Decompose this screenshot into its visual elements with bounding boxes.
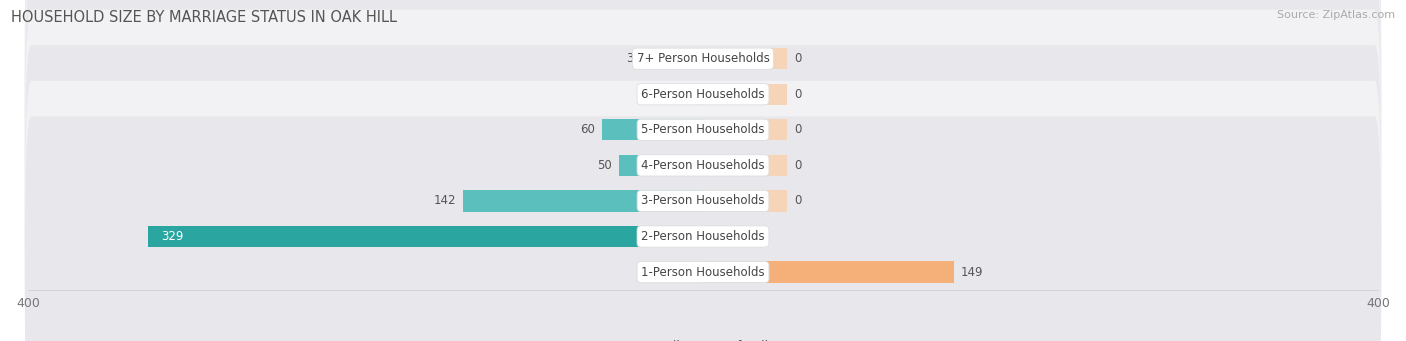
Bar [619,155,703,176]
FancyBboxPatch shape [25,81,1381,341]
Text: 3-Person Households: 3-Person Households [641,194,765,207]
FancyBboxPatch shape [25,0,1381,214]
Text: 50: 50 [598,159,612,172]
Bar [703,262,955,283]
FancyBboxPatch shape [25,0,1381,285]
Text: 149: 149 [962,266,984,279]
Text: 7: 7 [676,88,685,101]
Text: 33: 33 [626,52,641,65]
Text: 0: 0 [794,52,801,65]
FancyBboxPatch shape [25,116,1381,341]
Bar [647,48,703,69]
Text: 60: 60 [581,123,595,136]
Bar [703,84,787,105]
Bar [464,190,703,212]
Text: 5-Person Households: 5-Person Households [641,123,765,136]
Text: 0: 0 [794,159,801,172]
Text: 0: 0 [794,194,801,207]
Text: 6-Person Households: 6-Person Households [641,88,765,101]
Bar [703,119,787,140]
Bar [703,226,728,247]
Text: 15: 15 [735,230,749,243]
Text: 0: 0 [794,88,801,101]
FancyBboxPatch shape [25,0,1381,250]
Bar [703,190,787,212]
Text: 7+ Person Households: 7+ Person Households [637,52,769,65]
Text: 1-Person Households: 1-Person Households [641,266,765,279]
Text: HOUSEHOLD SIZE BY MARRIAGE STATUS IN OAK HILL: HOUSEHOLD SIZE BY MARRIAGE STATUS IN OAK… [11,10,398,25]
Text: 0: 0 [794,123,801,136]
Bar [692,84,703,105]
Bar [703,48,787,69]
Legend: Family, Nonfamily: Family, Nonfamily [630,340,776,341]
FancyBboxPatch shape [25,45,1381,341]
FancyBboxPatch shape [25,10,1381,321]
Text: 329: 329 [162,230,184,243]
Text: 142: 142 [434,194,457,207]
Bar [148,226,703,247]
Text: Source: ZipAtlas.com: Source: ZipAtlas.com [1277,10,1395,20]
Bar [703,155,787,176]
Text: 4-Person Households: 4-Person Households [641,159,765,172]
Bar [602,119,703,140]
Text: 2-Person Households: 2-Person Households [641,230,765,243]
